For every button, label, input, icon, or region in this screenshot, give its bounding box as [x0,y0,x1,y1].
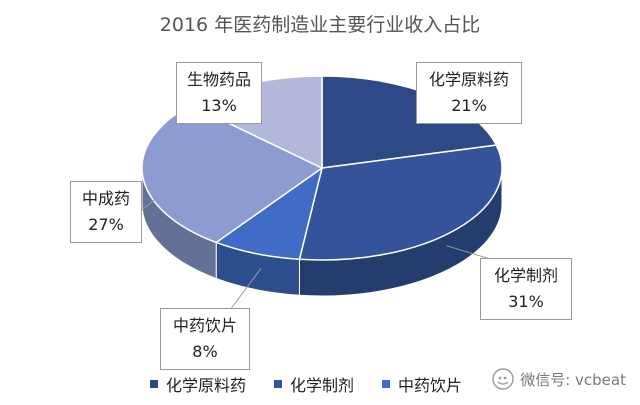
legend-swatch-herbal-pieces [382,380,391,388]
legend-swatch-chemical-api [150,380,158,388]
slice-label-chemical-api: 化学原料药 [428,70,509,89]
legend-label-chemical-api: 化学原料药 [166,376,247,395]
callout-biological-drugs: 生物药品 13% [176,62,262,124]
pie-slice-patent-medicine [141,104,324,244]
slice-value-patent-medicine: 27% [88,215,124,234]
chart-title: 2016 年医药制造业主要行业收入占比 [159,14,481,36]
pie-slice-chemical-preparations [298,144,503,261]
legend-label-chemical-preparations: 化学制剂 [290,376,355,395]
wechat-watermark: 微信号: vcbeat [492,368,626,390]
legend-swatch-chemical-preparations [274,380,283,388]
chart-legend: 化学原料药 化学制剂 中药饮片 [150,372,462,396]
slice-label-patent-medicine: 中成药 [81,189,130,208]
slice-value-chemical-api: 21% [451,96,487,115]
slice-label-biological-drugs: 生物药品 [186,70,251,89]
legend-item-chemical-preparations: 化学制剂 [274,372,354,396]
callout-herbal-pieces: 中药饮片 8% [160,308,250,370]
slice-value-chemical-preparations: 31% [508,292,544,311]
slice-value-biological-drugs: 13% [201,96,237,115]
legend-label-herbal-pieces: 中药饮片 [398,376,463,395]
watermark-text: 微信号: vcbeat [520,370,626,389]
callout-chemical-api: 化学原料药 21% [416,62,522,124]
slice-label-herbal-pieces: 中药饮片 [172,316,237,335]
slice-label-chemical-preparations: 化学制剂 [493,266,558,285]
pie-slice-herbal-pieces [214,166,324,261]
wechat-icon [492,368,514,390]
callout-chemical-preparations: 化学制剂 31% [480,258,572,320]
legend-item-herbal-pieces: 中药饮片 [382,372,462,396]
leader-line-patent-medicine [141,197,158,211]
slice-value-herbal-pieces: 8% [192,342,218,361]
callout-patent-medicine: 中成药 27% [70,181,142,243]
leader-line-herbal-pieces [229,267,262,311]
legend-item-chemical-api: 化学原料药 [150,372,246,396]
